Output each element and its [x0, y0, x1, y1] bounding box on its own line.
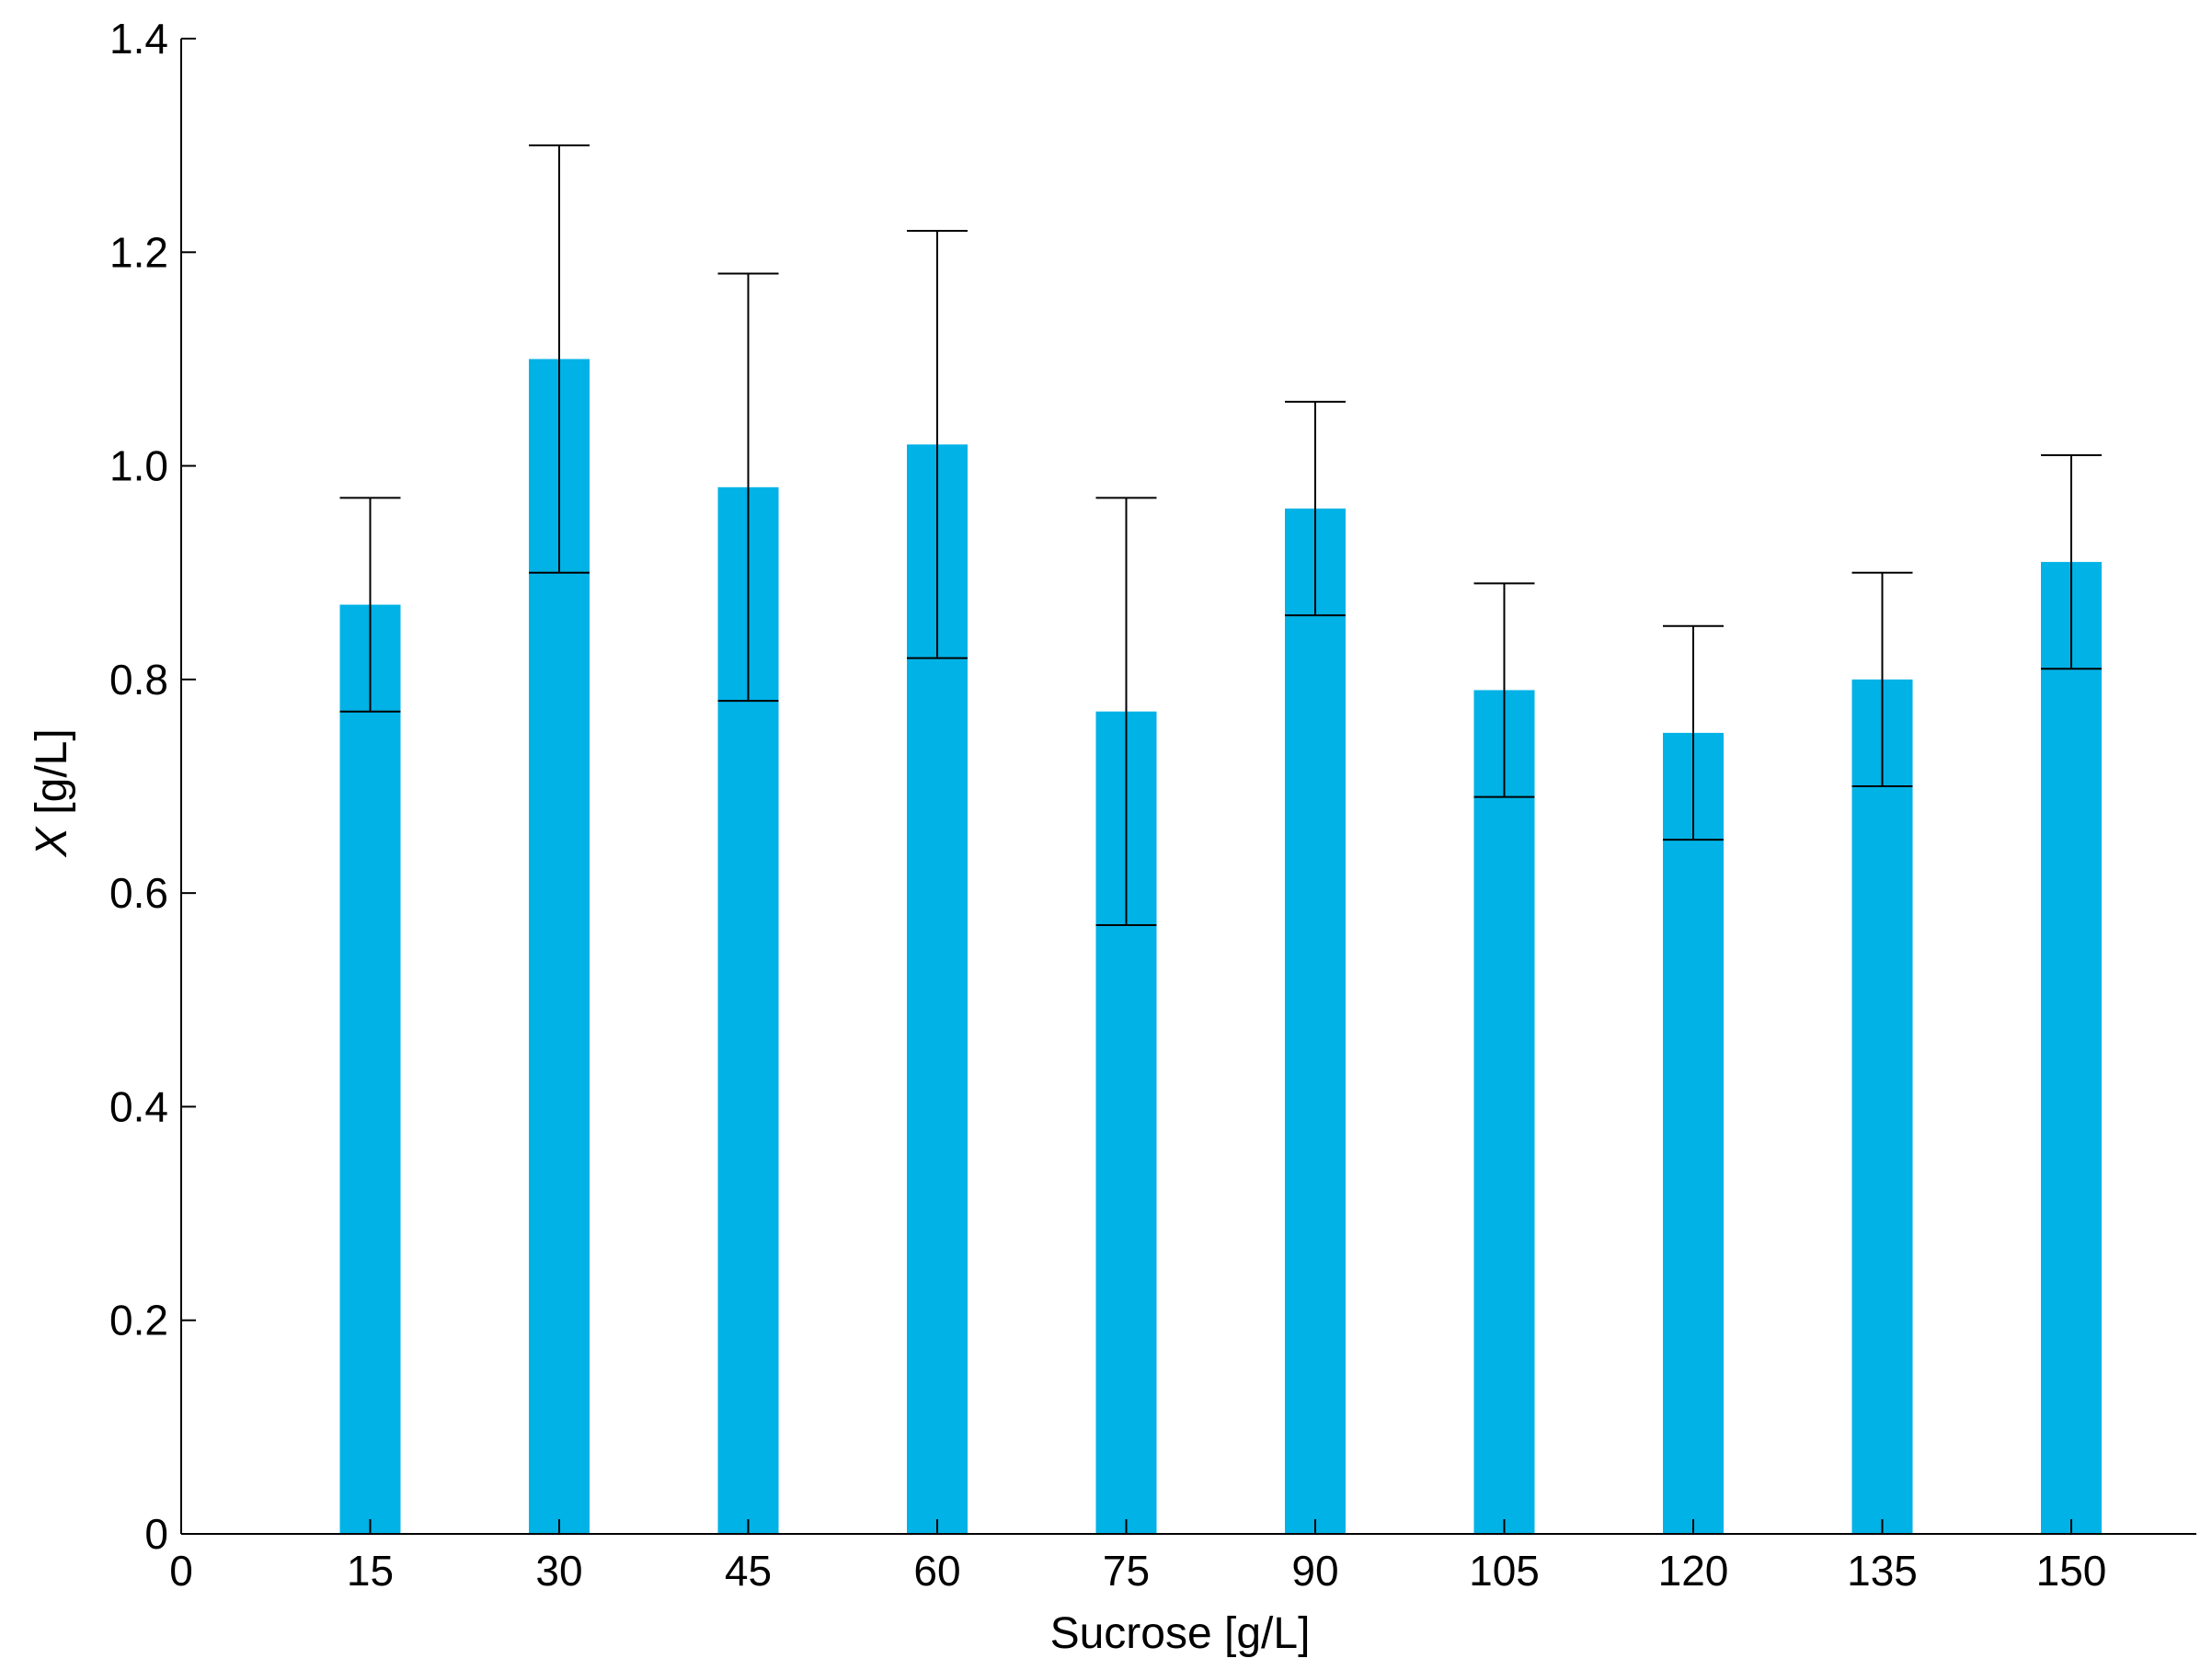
bar-90 — [1285, 509, 1346, 1534]
error-bar-15 — [339, 497, 401, 713]
y-tick-label: 0 — [144, 1510, 168, 1558]
error-bar-120 — [1663, 624, 1724, 841]
x-tick-label: 60 — [913, 1547, 960, 1595]
error-bar-150 — [2041, 453, 2102, 670]
error-bar-45 — [717, 272, 779, 703]
bar-135 — [1851, 679, 1913, 1534]
error-bars-layer — [339, 144, 2102, 926]
x-axis-title: Sucrose [g/L] — [1050, 1609, 1311, 1658]
error-bar-135 — [1851, 571, 1913, 787]
y-tick-label: 0.6 — [109, 869, 168, 917]
y-tick-label: 0.2 — [109, 1297, 168, 1344]
bar-120 — [1663, 732, 1724, 1534]
error-bar-105 — [1473, 582, 1535, 798]
axes — [180, 38, 2196, 1535]
y-tick-label: 1.2 — [109, 228, 168, 276]
y-axis-symbol: X — [28, 826, 76, 858]
x-tick-label: 135 — [1847, 1547, 1918, 1595]
bar-150 — [2041, 562, 2102, 1534]
y-tick-label: 0.8 — [109, 656, 168, 703]
x-tick-label: 15 — [347, 1547, 394, 1595]
bar-15 — [339, 604, 401, 1534]
x-tick-label: 120 — [1658, 1547, 1729, 1595]
y-tick-label: 1.0 — [109, 442, 168, 490]
x-tick-label: 45 — [725, 1547, 772, 1595]
x-tick-label: 30 — [535, 1547, 582, 1595]
y-axis-title: X [g/L] — [28, 728, 76, 857]
error-bar-75 — [1095, 497, 1157, 926]
bar-105 — [1473, 690, 1535, 1534]
y-tick-label: 0.4 — [109, 1082, 168, 1130]
x-tick-label: 105 — [1469, 1547, 1540, 1595]
error-bar-90 — [1285, 400, 1346, 617]
y-axis-unit: [g/L] — [28, 728, 76, 814]
x-tick-label: 90 — [1291, 1547, 1338, 1595]
x-tick-label: 150 — [2036, 1547, 2107, 1595]
y-tick-label: 1.4 — [109, 15, 168, 63]
x-tick-label: 75 — [1103, 1547, 1150, 1595]
tick-labels: 0 0.2 0.4 0.6 0.8 1.0 1.2 1.4 0 15 30 45 60 75 90 105 12… — [109, 15, 2106, 1595]
bars-layer — [339, 359, 2102, 1534]
error-bar-30 — [529, 144, 590, 574]
x-tick-label: 0 — [169, 1547, 193, 1595]
error-bar-60 — [907, 230, 968, 659]
